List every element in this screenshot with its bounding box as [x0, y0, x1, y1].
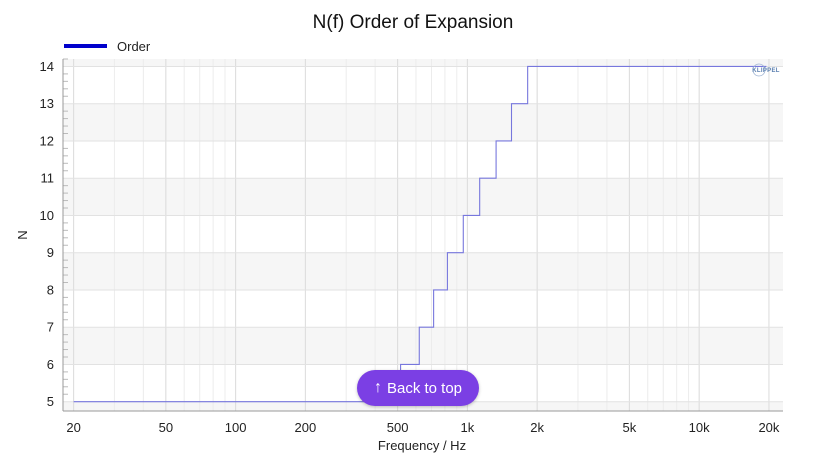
- y-axis-ticks: 5 6 7 8 9 10 11 12 13 14: [40, 59, 54, 409]
- legend-label-order: Order: [117, 39, 151, 54]
- x-tick-label: 500: [387, 420, 409, 435]
- plot-band: [63, 401, 783, 411]
- y-tick-label: 7: [47, 320, 54, 335]
- plot-band: [63, 252, 783, 290]
- plot-background: [63, 59, 783, 411]
- y-axis-label: N: [15, 230, 30, 239]
- plot-band: [63, 103, 783, 141]
- x-tick-label: 5k: [623, 420, 637, 435]
- x-tick-label: 20: [66, 420, 80, 435]
- x-tick-label: 2k: [530, 420, 544, 435]
- arrow-up-icon: ↑: [373, 379, 382, 396]
- x-tick-label: 100: [225, 420, 247, 435]
- y-tick-label: 14: [40, 59, 54, 74]
- plot-band: [63, 178, 783, 216]
- y-tick-label: 11: [41, 171, 55, 186]
- back-to-top-label: Back to top: [386, 379, 463, 397]
- legend: Order: [64, 39, 151, 54]
- y-tick-label: 8: [47, 282, 54, 297]
- x-tick-label: 10k: [689, 420, 710, 435]
- x-tick-label: 50: [159, 420, 173, 435]
- series-line-order: [73, 65, 767, 403]
- plot-band: [63, 327, 783, 365]
- y-tick-label: 5: [47, 394, 54, 409]
- klippel-logo: KLIPPEL: [752, 63, 779, 77]
- klippel-logo-text: KLIPPEL: [752, 68, 779, 74]
- y-tick-label: 13: [40, 96, 54, 111]
- x-tick-label: 1k: [461, 420, 475, 435]
- y-tick-label: 6: [47, 357, 54, 372]
- x-tick-label: 200: [295, 420, 317, 435]
- plot-band: [63, 59, 783, 67]
- chart-title: N(f) Order of Expansion: [313, 12, 514, 33]
- series-layer: [73, 65, 767, 403]
- back-to-top-button[interactable]: ↑ Back to top: [357, 370, 479, 406]
- x-axis-ticks: 20 50 100 200 500 1k 2k 5k 10k 20k: [66, 420, 780, 435]
- y-tick-label: 12: [40, 133, 54, 148]
- y-tick-label: 9: [47, 245, 54, 260]
- x-tick-label: 20k: [758, 420, 779, 435]
- y-tick-label: 10: [40, 208, 54, 223]
- x-axis-label: Frequency / Hz: [378, 438, 466, 453]
- klippel-logo-icon: [752, 63, 766, 77]
